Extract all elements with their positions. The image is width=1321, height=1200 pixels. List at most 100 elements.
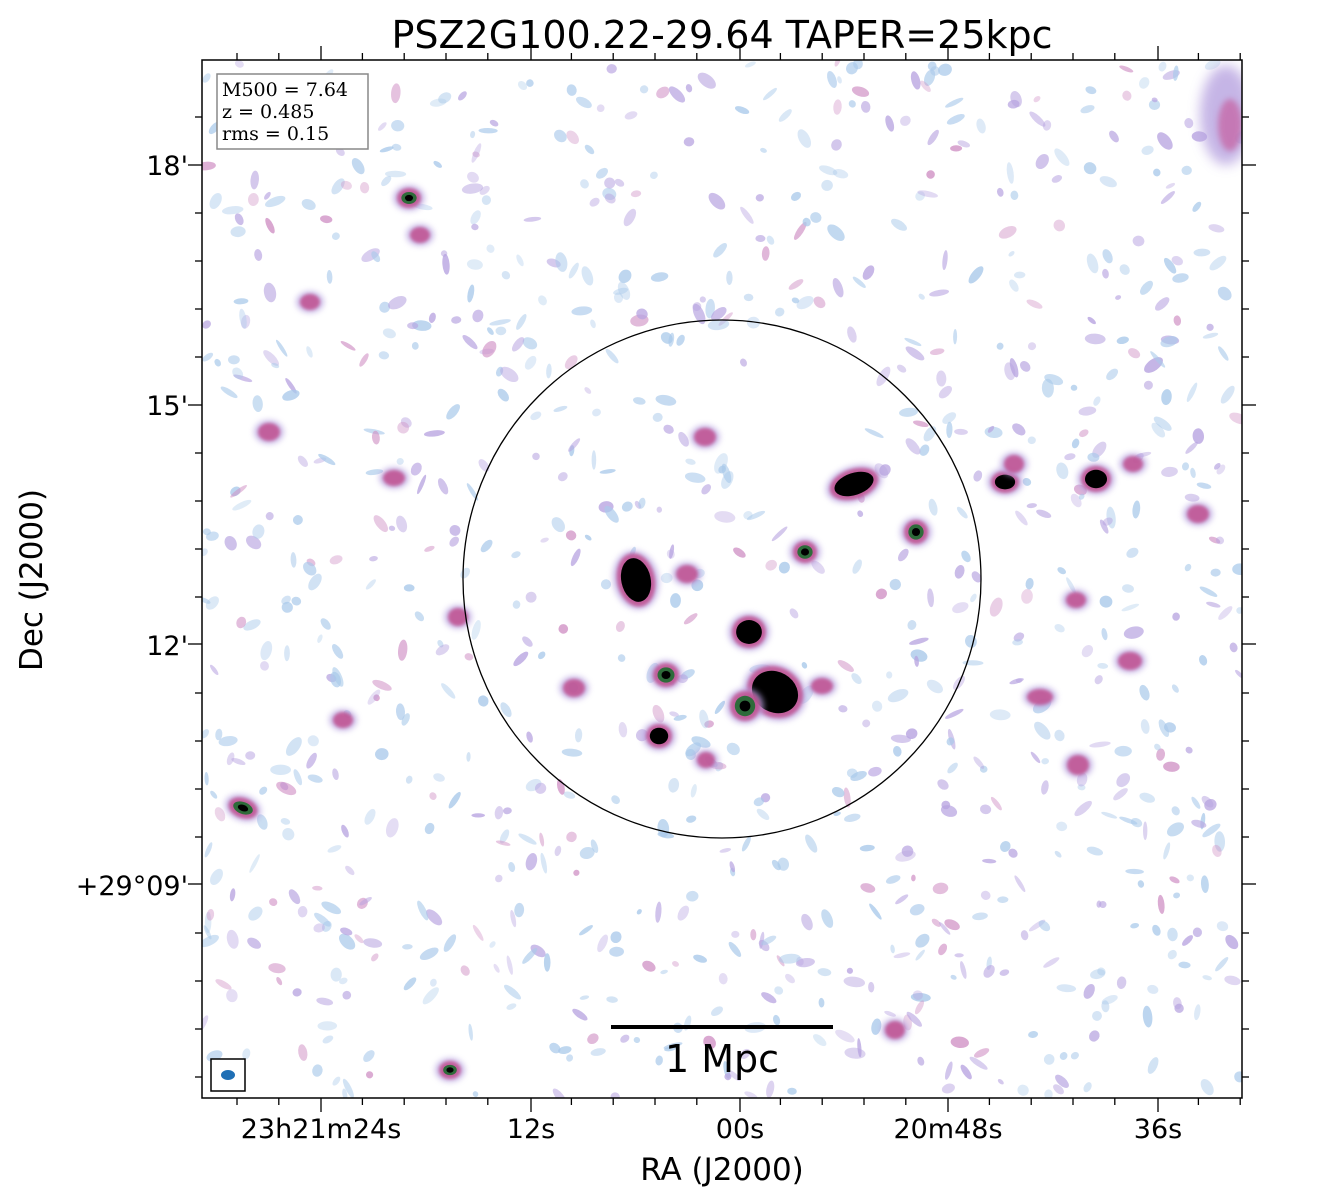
radio-source bbox=[1114, 649, 1146, 673]
noise-blob bbox=[1167, 927, 1178, 942]
noise-blob bbox=[359, 353, 369, 367]
noise-blob bbox=[365, 1071, 374, 1079]
noise-blob bbox=[226, 989, 238, 1003]
noise-blob bbox=[391, 83, 401, 104]
noise-blob bbox=[332, 1076, 341, 1086]
noise-blob bbox=[763, 87, 777, 101]
noise-blob bbox=[899, 407, 918, 417]
noise-blob bbox=[342, 1078, 354, 1098]
noise-blob bbox=[1109, 130, 1119, 143]
noise-blob bbox=[831, 786, 845, 798]
noise-blob bbox=[411, 342, 419, 350]
noise-blob bbox=[871, 1018, 882, 1035]
noise-blob bbox=[1096, 900, 1102, 908]
noise-blob bbox=[1085, 86, 1097, 95]
noise-blob bbox=[1172, 273, 1189, 283]
radio-source bbox=[329, 709, 357, 731]
noise-blob bbox=[1087, 452, 1100, 462]
noise-blob bbox=[774, 986, 784, 995]
noise-blob bbox=[365, 579, 376, 590]
noise-blob bbox=[833, 811, 841, 816]
noise-blob bbox=[1056, 984, 1077, 993]
noise-blob bbox=[1000, 841, 1011, 852]
noise-blob bbox=[1215, 536, 1225, 545]
noise-blob bbox=[1027, 342, 1037, 351]
noise-blob bbox=[1008, 251, 1015, 257]
noise-blob bbox=[683, 613, 698, 625]
noise-blob bbox=[321, 901, 342, 915]
noise-blob bbox=[363, 938, 383, 948]
source-envelope bbox=[697, 752, 715, 768]
noise-blob bbox=[950, 974, 957, 980]
noise-blob bbox=[1097, 967, 1106, 976]
noise-blob bbox=[1186, 874, 1194, 882]
noise-blob bbox=[359, 897, 372, 906]
noise-blob bbox=[817, 968, 832, 977]
noise-blob bbox=[209, 664, 219, 676]
noise-blob bbox=[530, 411, 542, 421]
noise-blob bbox=[257, 814, 268, 830]
noise-blob bbox=[945, 1061, 953, 1080]
noise-blob bbox=[946, 114, 965, 125]
noise-blob bbox=[493, 963, 500, 973]
noise-blob bbox=[657, 832, 675, 839]
noise-blob bbox=[371, 430, 380, 445]
noise-blob bbox=[480, 539, 493, 553]
noise-blob bbox=[973, 756, 985, 769]
noise-blob bbox=[1041, 378, 1054, 398]
source-core bbox=[739, 700, 751, 712]
noise-blob bbox=[202, 352, 214, 362]
noise-blob bbox=[1202, 332, 1219, 339]
noise-blob bbox=[914, 655, 919, 667]
noise-blob bbox=[639, 85, 649, 94]
noise-blob bbox=[960, 1064, 972, 1080]
noise-blob bbox=[787, 1087, 797, 1095]
source-core bbox=[661, 670, 671, 680]
noise-blob bbox=[1173, 315, 1182, 326]
noise-blob bbox=[927, 129, 939, 146]
source-core bbox=[237, 804, 249, 812]
noise-blob bbox=[761, 935, 777, 946]
noise-blob bbox=[884, 1010, 896, 1017]
noise-blob bbox=[265, 217, 275, 234]
noise-blob bbox=[726, 742, 740, 756]
noise-blob bbox=[895, 850, 916, 862]
noise-blob bbox=[1009, 279, 1019, 292]
noise-blob bbox=[426, 909, 443, 926]
noise-blob bbox=[953, 329, 958, 345]
noise-blob bbox=[931, 918, 941, 927]
noise-blob bbox=[831, 139, 842, 151]
noise-blob bbox=[714, 700, 726, 715]
noise-blob bbox=[744, 61, 756, 68]
source-envelope bbox=[1118, 652, 1142, 670]
noise-blob bbox=[669, 544, 675, 559]
noise-blob bbox=[761, 246, 770, 261]
noise-blob bbox=[351, 158, 365, 175]
noise-blob bbox=[342, 990, 352, 1000]
noise-blob bbox=[249, 854, 260, 873]
noise-blob bbox=[795, 957, 815, 968]
noise-blob bbox=[996, 342, 1004, 350]
noise-blob bbox=[1216, 464, 1226, 475]
noise-blob bbox=[997, 896, 1009, 904]
noise-blob bbox=[1217, 286, 1232, 301]
noise-blob bbox=[697, 72, 716, 89]
noise-blob bbox=[774, 307, 785, 317]
noise-blob bbox=[947, 762, 958, 774]
noise-blob bbox=[1178, 961, 1191, 969]
noise-blob bbox=[433, 160, 442, 168]
noise-blob bbox=[785, 973, 795, 984]
noise-blob bbox=[642, 960, 656, 972]
noise-blob bbox=[1171, 806, 1180, 816]
noise-blob bbox=[1154, 743, 1161, 751]
noise-blob bbox=[209, 192, 222, 210]
noise-blob bbox=[1015, 510, 1028, 526]
noise-blob bbox=[566, 84, 577, 96]
noise-blob bbox=[359, 182, 370, 194]
noise-blob bbox=[478, 695, 489, 707]
noise-blob bbox=[1141, 145, 1154, 155]
noise-blob bbox=[423, 430, 445, 437]
noise-blob bbox=[1084, 333, 1106, 345]
noise-blob bbox=[678, 431, 689, 447]
noise-blob bbox=[699, 296, 706, 303]
